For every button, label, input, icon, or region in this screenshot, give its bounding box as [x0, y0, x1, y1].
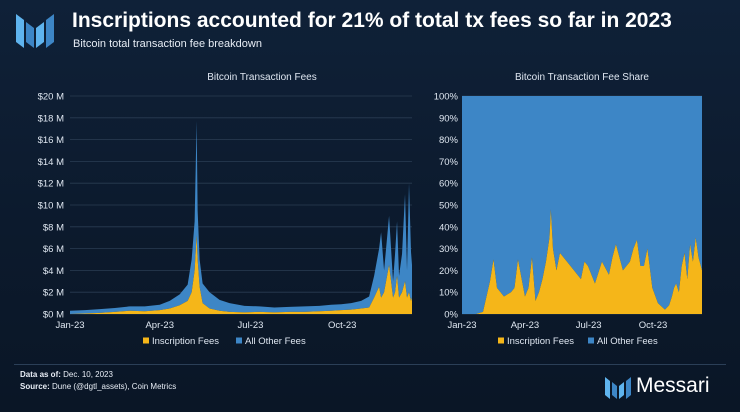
fees-legend-label: Inscription Fees — [152, 336, 219, 347]
fees-y-tick-label: $20 M — [38, 92, 64, 103]
share-legend-swatch — [498, 337, 504, 344]
fees-y-tick-label: $10 M — [38, 201, 64, 212]
footer-divider — [14, 364, 726, 365]
fees-x-tick-label: Oct-23 — [328, 320, 357, 331]
fees-legend-swatch — [236, 337, 242, 344]
share-x-tick-label: Apr-23 — [511, 320, 540, 331]
fees-legend-swatch — [143, 337, 149, 344]
share-y-tick-label: 60% — [439, 179, 459, 190]
source-line: Source: Dune (@dgtl_assets), Coin Metric… — [20, 382, 176, 391]
page-title: Inscriptions accounted for 21% of total … — [72, 9, 672, 32]
brand-name: Messari — [636, 374, 710, 397]
data-as-of-value: Dec. 10, 2023 — [63, 370, 113, 379]
fees-legend-label: All Other Fees — [245, 336, 306, 347]
share-y-tick-label: 0% — [444, 310, 458, 321]
share-x-tick-label: Jan-23 — [447, 320, 476, 331]
share-area-inscription-fees — [462, 209, 702, 314]
fees-y-tick-label: $18 M — [38, 113, 64, 124]
share-y-tick-label: 40% — [439, 222, 459, 233]
fees-y-tick-label: $6 M — [43, 244, 64, 255]
messari-brand-icon — [605, 377, 631, 399]
data-as-of: Data as of: Dec. 10, 2023 — [20, 370, 113, 379]
share-y-tick-label: 80% — [439, 135, 459, 146]
fees-y-tick-label: $0 M — [43, 310, 64, 321]
fees-y-tick-label: $4 M — [43, 266, 64, 277]
fees-x-tick-label: Apr-23 — [145, 320, 174, 331]
fees-x-tick-label: Jul-23 — [238, 320, 264, 331]
share-y-tick-label: 90% — [439, 113, 459, 124]
share-legend-label: All Other Fees — [597, 336, 658, 347]
share-y-tick-label: 70% — [439, 157, 459, 168]
messari-logo-icon — [16, 14, 54, 48]
data-as-of-label: Data as of: — [20, 370, 61, 379]
fee-share-chart-title: Bitcoin Transaction Fee Share — [515, 72, 649, 83]
share-y-tick-label: 100% — [434, 92, 459, 103]
fees-x-tick-label: Jan-23 — [55, 320, 84, 331]
source-value: Dune (@dgtl_assets), Coin Metrics — [52, 382, 177, 391]
fees-y-tick-label: $2 M — [43, 288, 64, 299]
share-x-tick-label: Oct-23 — [639, 320, 668, 331]
share-y-tick-label: 20% — [439, 266, 459, 277]
source-label: Source: — [20, 382, 50, 391]
share-x-tick-label: Jul-23 — [576, 320, 602, 331]
fees-chart-title: Bitcoin Transaction Fees — [207, 72, 317, 83]
fees-y-tick-label: $14 M — [38, 157, 64, 168]
share-area-all-other-fees — [462, 96, 702, 314]
fees-y-tick-label: $12 M — [38, 179, 64, 190]
share-legend-swatch — [588, 337, 594, 344]
fees-y-tick-label: $8 M — [43, 222, 64, 233]
share-legend-label: Inscription Fees — [507, 336, 574, 347]
share-y-tick-label: 10% — [439, 288, 459, 299]
share-y-tick-label: 50% — [439, 201, 459, 212]
share-y-tick-label: 30% — [439, 244, 459, 255]
fees-y-tick-label: $16 M — [38, 135, 64, 146]
page-subtitle: Bitcoin total transaction fee breakdown — [73, 38, 262, 50]
fees-area-inscription-fees — [70, 235, 412, 314]
